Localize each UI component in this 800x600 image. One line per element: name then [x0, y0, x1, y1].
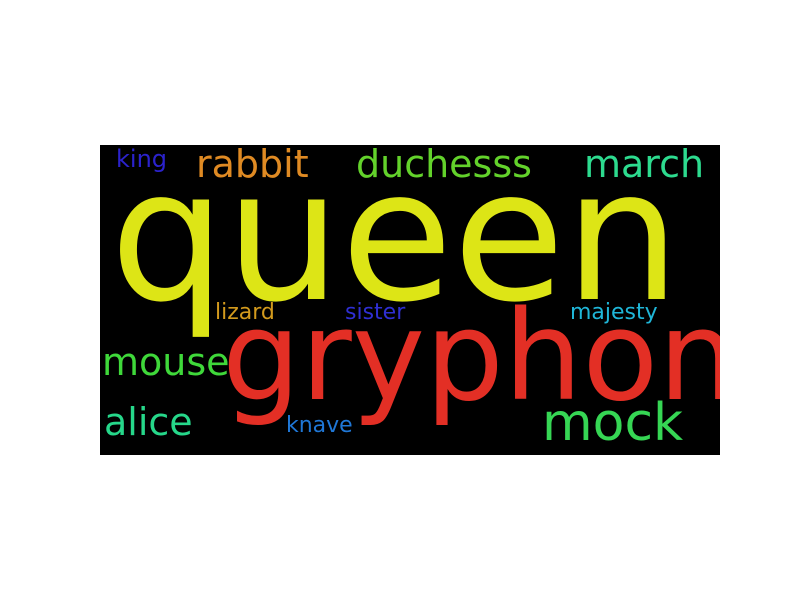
word-queen: queen	[110, 145, 681, 342]
word-mouse: mouse	[102, 340, 230, 384]
word-sister: sister	[345, 300, 406, 325]
word-knave: knave	[286, 413, 353, 438]
word-majesty: majesty	[570, 300, 658, 325]
word-gryphon: gryphon	[222, 285, 720, 429]
word-alice: alice	[104, 400, 193, 444]
word-cloud: queen gryphon rabbit duchesss march king…	[100, 145, 720, 455]
word-duchess: duchesss	[356, 145, 532, 186]
word-king: king	[116, 145, 168, 173]
word-lizard: lizard	[215, 300, 275, 325]
word-rabbit: rabbit	[196, 145, 309, 186]
word-mock: mock	[542, 393, 684, 453]
word-march: march	[584, 145, 705, 186]
